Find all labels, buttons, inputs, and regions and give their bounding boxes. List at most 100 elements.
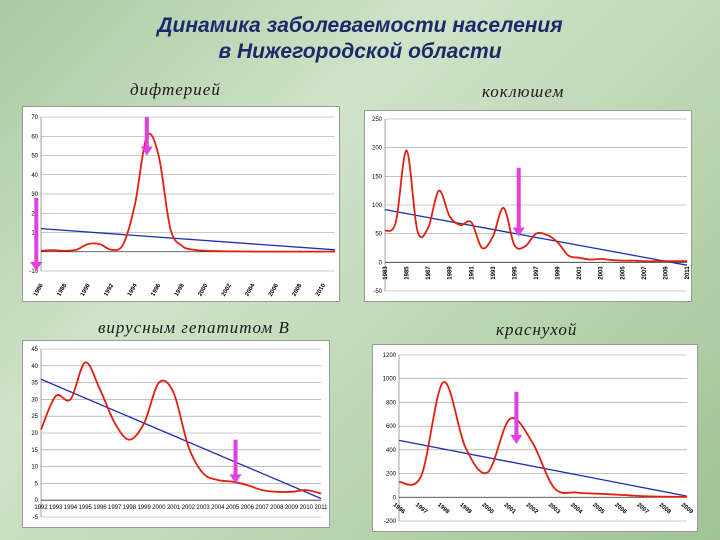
chart-panel-diphtheria: -100102030405060701986198819901992199419… <box>22 106 340 302</box>
x-tick-label: 1993 <box>49 505 63 511</box>
y-tick-label: 150 <box>372 174 383 180</box>
x-tick-label: 2001 <box>577 266 583 280</box>
series-line <box>40 361 322 495</box>
x-tick-label: 2008 <box>270 505 284 511</box>
x-tick-label: 2007 <box>255 505 269 511</box>
x-tick-label: 1986 <box>33 282 45 297</box>
arrow-marker <box>512 167 525 237</box>
page-title-line1: Динамика заболеваемости населения <box>157 14 563 37</box>
x-tick-label: 2005 <box>226 505 240 511</box>
y-tick-label: 400 <box>386 448 397 454</box>
arrow-marker <box>140 117 153 156</box>
x-tick-label: 1985 <box>405 266 411 280</box>
x-tick-label: 1993 <box>491 266 497 280</box>
y-tick-label: 45 <box>31 347 38 353</box>
chart-label-pertussis: коклюшем <box>482 82 565 101</box>
x-tick-label: 1990 <box>80 282 92 297</box>
y-tick-label: 25 <box>31 414 38 420</box>
x-tick-label: 2008 <box>292 282 304 297</box>
x-tick-label: 2004 <box>211 505 225 511</box>
chart-pertussis: -50 0 50 100 150 200 250 1983 1985 1987 1989 1991 19… <box>372 117 691 295</box>
chart-panel-pertussis: -50 0 50 100 150 200 250 1983 1985 1987 1989 1991 19… <box>364 110 692 302</box>
y-tick-label: 40 <box>31 173 38 179</box>
y-tick-label: 10 <box>31 465 38 471</box>
x-tick-label: 1996 <box>93 505 107 511</box>
x-tick-label: 1992 <box>34 505 48 511</box>
x-tick-label: 2000 <box>152 505 166 511</box>
x-tick-label: 2010 <box>315 282 327 297</box>
y-tick-label: 20 <box>31 431 38 437</box>
x-tick-label: 2011 <box>315 505 329 511</box>
trend-line <box>40 228 336 251</box>
y-tick-label: 30 <box>31 192 38 198</box>
page-title-line2: в Нижегородской области <box>218 40 502 63</box>
trend-line <box>384 208 688 266</box>
chart-label-rubella: краснухой <box>496 320 578 339</box>
x-tick-label: 2003 <box>196 505 210 511</box>
y-tick-label: 100 <box>372 203 383 209</box>
y-tick-label: 35 <box>31 381 38 387</box>
x-tick-label: 2009 <box>680 502 695 516</box>
x-tick-label: 1998 <box>436 502 451 516</box>
y-tick-label: 40 <box>31 364 38 370</box>
x-tick-label: 2007 <box>635 502 650 516</box>
y-tick-label: 70 <box>31 115 38 121</box>
x-tick-label: 2001 <box>167 505 181 511</box>
x-tick-label: 2007 <box>642 266 648 280</box>
arrow-marker <box>229 439 242 484</box>
x-tick-label: 1997 <box>414 502 429 516</box>
chart-panel-hepatitis-b: -5 0 5 10 15 20 25 30 35 40 45 1992 1993 1994 1995 1996… <box>22 340 330 528</box>
series-line <box>384 149 687 263</box>
series-line <box>398 381 688 498</box>
x-tick-label: 2009 <box>285 505 299 511</box>
x-tick-label: 2002 <box>221 282 233 297</box>
y-tick-label: -50 <box>373 289 382 295</box>
chart-diphtheria: -100102030405060701986198819901992199419… <box>29 115 336 298</box>
y-tick-label: 0 <box>35 498 39 504</box>
arrow-marker <box>30 197 43 271</box>
chart-label-diphtheria: дифтерией <box>130 80 221 99</box>
x-tick-label: 1997 <box>534 266 540 280</box>
y-tick-label: 0 <box>393 495 397 501</box>
x-tick-label: 1999 <box>556 266 562 280</box>
x-tick-label: 1991 <box>469 266 475 280</box>
chart-panel-rubella: -200 0 200 400 600 800 1000 1200 1996 1997 1998 199… <box>372 344 698 532</box>
arrow-marker <box>510 391 523 444</box>
x-tick-label: 2005 <box>620 266 626 280</box>
x-tick-label: 2008 <box>658 502 673 516</box>
y-tick-label: 30 <box>31 397 38 403</box>
x-tick-label: 2004 <box>569 502 584 516</box>
x-tick-label: 2006 <box>241 505 255 511</box>
x-tick-label: 2000 <box>197 282 209 297</box>
y-tick-label: 1000 <box>383 377 397 383</box>
trend-line <box>398 439 688 497</box>
y-tick-label: -200 <box>384 519 397 525</box>
x-tick-label: 2002 <box>525 502 540 516</box>
y-tick-label: 250 <box>372 117 383 123</box>
x-tick-label: 2009 <box>663 266 669 280</box>
y-tick-label: 0 <box>379 260 383 266</box>
arrow-head <box>229 474 242 484</box>
y-tick-label: -10 <box>29 269 38 275</box>
x-tick-label: 2003 <box>547 502 562 516</box>
x-tick-label: 1983 <box>383 266 389 280</box>
y-tick-label: 5 <box>35 481 39 487</box>
y-tick-label: 200 <box>386 472 397 478</box>
x-tick-label: 1987 <box>426 266 432 280</box>
x-tick-label: 1999 <box>137 505 151 511</box>
arrow-head <box>30 262 43 271</box>
trend-line <box>40 378 322 500</box>
y-tick-label: 800 <box>386 400 397 406</box>
y-tick-label: 50 <box>31 154 38 160</box>
x-tick-label: 1992 <box>103 282 115 297</box>
x-tick-label: 2010 <box>300 505 314 511</box>
x-tick-label: 2011 <box>685 266 691 280</box>
x-tick-label: 1996 <box>150 282 162 297</box>
x-tick-label: 2006 <box>613 502 628 516</box>
x-tick-label: 1988 <box>56 282 68 297</box>
x-tick-label: 1998 <box>174 282 186 297</box>
x-tick-label: 1995 <box>512 266 518 280</box>
chart-hepatitis-b: -5 0 5 10 15 20 25 30 35 40 45 1992 1993 1994 1995 1996… <box>31 347 329 521</box>
x-tick-label: 1995 <box>79 505 93 511</box>
